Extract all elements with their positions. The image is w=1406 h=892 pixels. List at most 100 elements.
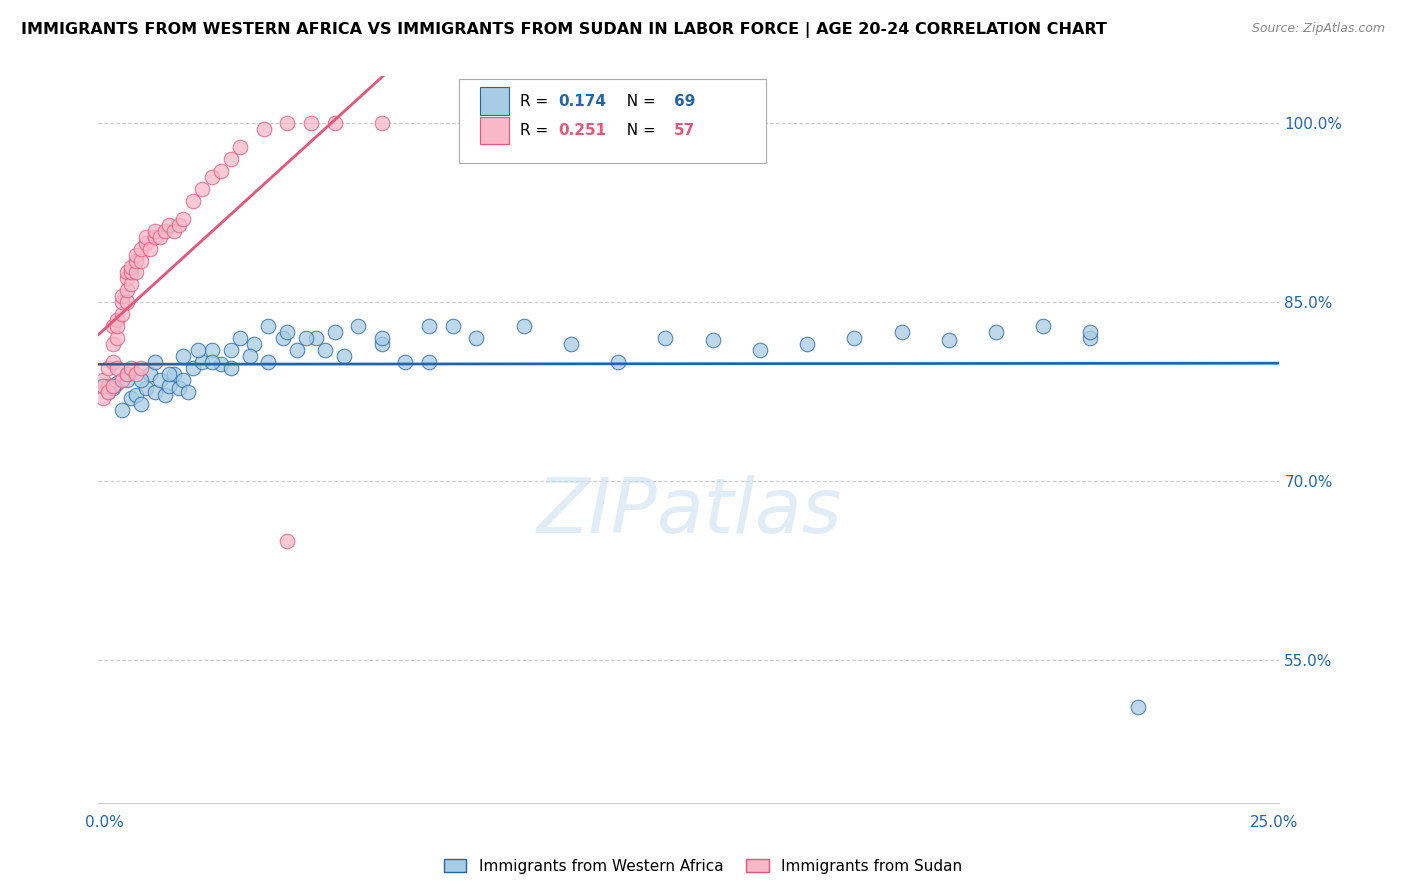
Point (121, 277, 143, 292)
Point (167, 381, 190, 395)
Point (209, 164, 232, 178)
Point (129, 396, 152, 410)
Point (105, 331, 128, 345)
Point (157, 378, 180, 392)
Point (101, 378, 124, 392)
Point (135, 235, 157, 250)
Point (111, 295, 134, 310)
Text: IMMIGRANTS FROM WESTERN AFRICA VS IMMIGRANTS FROM SUDAN IN LABOR FORCE | AGE 20-: IMMIGRANTS FROM WESTERN AFRICA VS IMMIGR… (21, 22, 1107, 38)
Point (394, 355, 416, 369)
Point (143, 229, 166, 244)
Point (125, 247, 148, 261)
Point (465, 331, 488, 345)
Point (121, 360, 143, 375)
Point (371, 337, 394, 351)
Point (243, 337, 266, 351)
Point (181, 194, 204, 208)
Point (101, 337, 124, 351)
Point (239, 349, 262, 363)
Point (135, 381, 157, 395)
Point (890, 325, 912, 339)
Point (115, 295, 138, 310)
Point (219, 343, 242, 357)
Point (285, 343, 308, 357)
Point (139, 367, 162, 381)
Point (276, 116, 298, 130)
Point (201, 355, 224, 369)
Point (347, 319, 370, 334)
Point (115, 283, 138, 297)
Point (654, 331, 676, 345)
Point (125, 253, 148, 268)
Point (181, 360, 204, 375)
Point (153, 224, 176, 238)
Point (129, 373, 152, 387)
Point (512, 319, 534, 334)
Text: R =: R = (520, 123, 553, 138)
Point (560, 337, 582, 351)
Point (105, 360, 128, 375)
Point (177, 384, 200, 399)
Legend: Immigrants from Western Africa, Immigrants from Sudan: Immigrants from Western Africa, Immigran… (437, 853, 969, 880)
Point (748, 343, 770, 357)
Point (191, 355, 214, 369)
Point (1080, 331, 1102, 345)
Point (323, 325, 346, 339)
Point (121, 265, 143, 279)
Point (91, 373, 114, 387)
Point (1032, 319, 1054, 334)
Point (115, 373, 138, 387)
Point (229, 331, 252, 345)
Point (139, 242, 162, 256)
Point (209, 357, 232, 371)
Point (121, 260, 143, 274)
Point (101, 355, 124, 369)
Point (418, 355, 440, 369)
Point (111, 289, 134, 303)
Point (121, 391, 143, 405)
Text: Source: ZipAtlas.com: Source: ZipAtlas.com (1251, 22, 1385, 36)
Point (111, 307, 134, 321)
Point (153, 388, 176, 402)
Point (191, 182, 214, 196)
Text: R =: R = (520, 94, 553, 109)
Point (305, 331, 328, 345)
Point (295, 331, 318, 345)
Point (1126, 700, 1149, 714)
Point (371, 116, 394, 130)
Point (938, 334, 960, 348)
Point (371, 331, 394, 345)
Point (333, 349, 356, 363)
Point (111, 373, 134, 387)
Text: 0.174: 0.174 (558, 94, 606, 109)
Point (101, 319, 124, 334)
Point (796, 337, 818, 351)
Text: 69: 69 (673, 94, 695, 109)
FancyBboxPatch shape (479, 117, 509, 145)
Point (157, 367, 180, 381)
Point (172, 373, 194, 387)
Point (187, 343, 209, 357)
Point (201, 343, 224, 357)
Point (143, 384, 166, 399)
Point (163, 224, 186, 238)
Point (143, 224, 166, 238)
Point (257, 319, 280, 334)
Text: N =: N = (617, 123, 661, 138)
Point (91, 378, 114, 392)
FancyBboxPatch shape (458, 79, 766, 163)
Point (607, 355, 630, 369)
Point (167, 218, 190, 232)
Point (97, 384, 120, 399)
Point (105, 319, 128, 334)
Point (157, 218, 180, 232)
Point (143, 355, 166, 369)
Point (219, 153, 242, 167)
Point (105, 376, 128, 391)
Point (115, 265, 138, 279)
Point (163, 367, 186, 381)
Point (702, 334, 724, 348)
Point (418, 319, 440, 334)
Point (115, 271, 138, 285)
Point (97, 378, 120, 392)
